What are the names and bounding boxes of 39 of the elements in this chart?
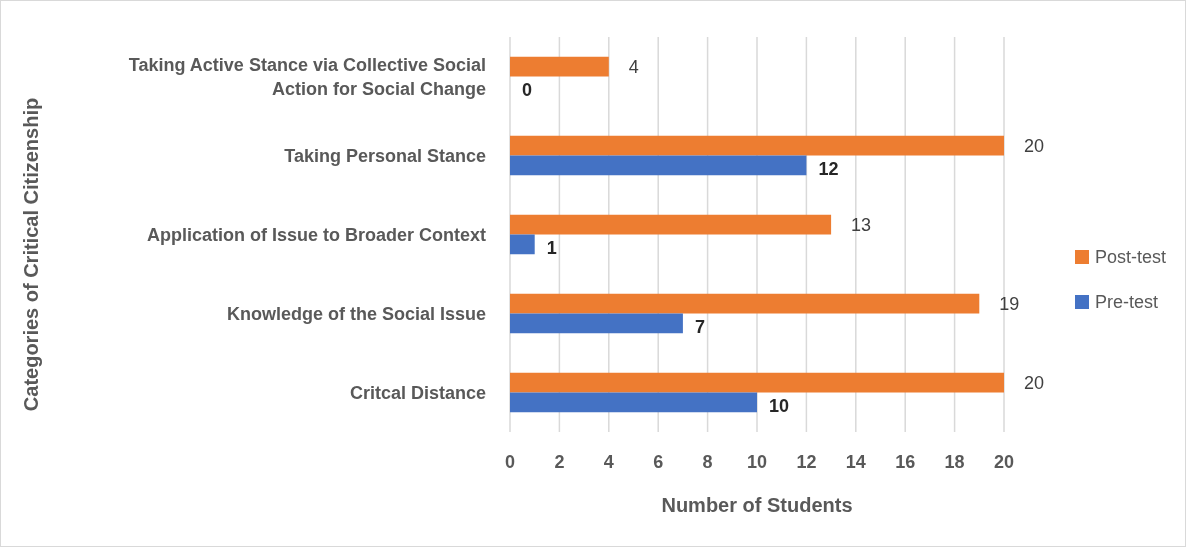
- bar: [510, 293, 980, 314]
- data-label: 10: [769, 396, 790, 417]
- y-axis-title: Categories of Critical Citizenship: [20, 97, 42, 412]
- y-tick-label: Taking Personal Stance: [284, 145, 486, 166]
- x-tick-label: 2: [554, 452, 565, 472]
- data-label: 20: [1024, 135, 1045, 156]
- bar: [510, 234, 535, 255]
- bar: [510, 135, 1004, 156]
- data-label: 20: [1024, 372, 1045, 393]
- x-tick-label: 6: [653, 452, 664, 472]
- x-tick-label: 14: [845, 452, 866, 472]
- bar: [510, 392, 757, 413]
- data-label: 19: [999, 293, 1020, 314]
- legend-label: Post-test: [1095, 247, 1167, 267]
- legend-label: Pre-test: [1095, 292, 1159, 312]
- x-tick-label: 12: [796, 452, 817, 472]
- data-label: 13: [851, 214, 872, 235]
- x-tick-label: 0: [504, 452, 516, 472]
- x-tick-label: 8: [702, 452, 713, 472]
- x-tick-label: 20: [993, 452, 1015, 472]
- data-label: 1: [546, 238, 557, 259]
- y-tick-label: Application of Issue to Broader Context: [146, 224, 486, 245]
- x-tick-label: 10: [746, 452, 768, 472]
- y-tick-label: Taking Active Stance via Collective Social Action for Social Change: [128, 54, 486, 99]
- x-tick-label: 4: [603, 452, 614, 472]
- bar: [510, 155, 807, 176]
- data-label: 4: [628, 56, 639, 77]
- x-axis-title: Number of Students: [661, 494, 853, 516]
- y-tick-label: Knowledge of the Social Issue: [226, 303, 486, 324]
- bar: [510, 372, 1004, 393]
- data-label: 0: [522, 80, 533, 101]
- data-label: 7: [694, 317, 705, 338]
- x-tick-label: 16: [895, 452, 916, 472]
- y-tick-label: Critcal Distance: [349, 382, 486, 403]
- bar: [510, 313, 683, 334]
- bar: [510, 56, 609, 77]
- data-label: 12: [818, 159, 839, 180]
- x-tick-label: 18: [944, 452, 965, 472]
- bar: [510, 214, 832, 235]
